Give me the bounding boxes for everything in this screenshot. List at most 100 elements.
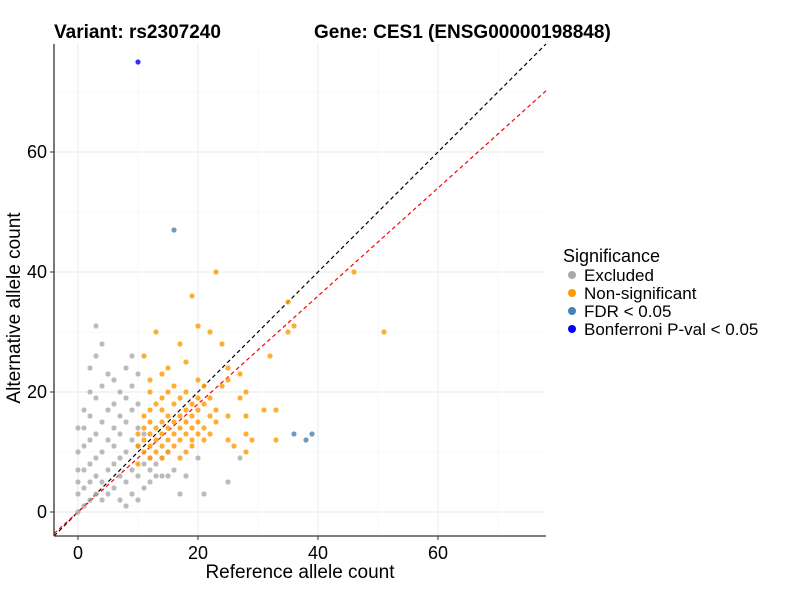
- data-point-non-significant: [207, 431, 213, 437]
- data-point-non-significant: [189, 425, 195, 431]
- data-point-excluded: [135, 401, 141, 407]
- data-point-excluded: [159, 473, 165, 479]
- data-point-non-significant: [159, 395, 165, 401]
- data-point-excluded: [117, 473, 123, 479]
- data-point-non-significant: [159, 431, 165, 437]
- data-point-non-significant: [381, 329, 387, 335]
- data-point-non-significant: [153, 449, 159, 455]
- data-point-excluded: [177, 491, 183, 497]
- data-point-excluded: [111, 443, 117, 449]
- chart-title-variant: Variant: rs2307240: [54, 22, 221, 43]
- data-point-non-significant: [195, 323, 201, 329]
- data-point-excluded: [99, 341, 105, 347]
- data-point-excluded: [81, 503, 87, 509]
- reference-line-identity: [53, 43, 547, 537]
- data-point-fdr-0-05: [303, 437, 309, 443]
- data-point-non-significant: [165, 425, 171, 431]
- data-point-excluded: [81, 467, 87, 473]
- data-point-non-significant: [177, 341, 183, 347]
- data-point-excluded: [75, 467, 81, 473]
- data-point-non-significant: [171, 401, 177, 407]
- data-point-non-significant: [183, 389, 189, 395]
- scatter-points: [75, 59, 387, 515]
- data-point-excluded: [117, 413, 123, 419]
- y-axis-title: Alternative allele count: [4, 212, 25, 404]
- data-point-excluded: [87, 437, 93, 443]
- data-point-non-significant: [177, 413, 183, 419]
- data-point-excluded: [171, 467, 177, 473]
- data-point-excluded: [129, 407, 135, 413]
- data-point-non-significant: [261, 407, 267, 413]
- y-tick-label: 20: [27, 382, 47, 402]
- y-tick-label: 60: [27, 142, 47, 162]
- data-point-non-significant: [177, 437, 183, 443]
- data-point-non-significant: [237, 371, 243, 377]
- legend-label-excluded: Excluded: [584, 266, 654, 285]
- data-point-non-significant: [147, 455, 153, 461]
- data-point-non-significant: [273, 437, 279, 443]
- data-point-excluded: [165, 473, 171, 479]
- data-point-excluded: [123, 395, 129, 401]
- data-point-non-significant: [153, 425, 159, 431]
- data-point-non-significant: [249, 437, 255, 443]
- data-point-excluded: [141, 461, 147, 467]
- data-point-non-significant: [147, 443, 153, 449]
- data-point-excluded: [141, 485, 147, 491]
- data-point-non-significant: [195, 377, 201, 383]
- y-tick-label: 0: [37, 502, 47, 522]
- data-point-excluded: [147, 479, 153, 485]
- data-point-non-significant: [213, 269, 219, 275]
- legend-swatch-bonferroni-p-val-0-05: [568, 325, 576, 333]
- legend-swatch-non-significant: [568, 289, 576, 297]
- data-point-excluded: [111, 485, 117, 491]
- data-point-excluded: [129, 437, 135, 443]
- data-point-non-significant: [225, 377, 231, 383]
- data-point-non-significant: [237, 395, 243, 401]
- data-point-non-significant: [189, 413, 195, 419]
- data-point-excluded: [135, 371, 141, 377]
- data-point-non-significant: [195, 431, 201, 437]
- data-point-non-significant: [213, 407, 219, 413]
- data-point-excluded: [123, 419, 129, 425]
- data-point-non-significant: [243, 389, 249, 395]
- data-point-excluded: [75, 449, 81, 455]
- data-point-non-significant: [171, 383, 177, 389]
- data-point-excluded: [105, 407, 111, 413]
- data-point-non-significant: [183, 407, 189, 413]
- data-point-non-significant: [153, 437, 159, 443]
- data-point-non-significant: [207, 395, 213, 401]
- data-point-excluded: [99, 449, 105, 455]
- data-point-excluded: [87, 413, 93, 419]
- data-point-non-significant: [201, 401, 207, 407]
- data-point-non-significant: [189, 443, 195, 449]
- data-point-fdr-0-05: [171, 227, 177, 233]
- data-point-excluded: [93, 323, 99, 329]
- data-point-non-significant: [195, 419, 201, 425]
- data-point-excluded: [81, 485, 87, 491]
- x-tick-label: 0: [73, 543, 83, 563]
- data-point-excluded: [147, 467, 153, 473]
- data-point-excluded: [81, 443, 87, 449]
- chart-title-gene: Gene: CES1 (ENSG00000198848): [314, 22, 611, 43]
- data-point-non-significant: [219, 341, 225, 347]
- data-point-excluded: [153, 461, 159, 467]
- data-point-excluded: [195, 455, 201, 461]
- data-point-excluded: [87, 365, 93, 371]
- data-point-excluded: [75, 509, 81, 515]
- data-point-excluded: [99, 383, 105, 389]
- data-point-non-significant: [141, 437, 147, 443]
- data-point-non-significant: [153, 329, 159, 335]
- data-point-non-significant: [171, 419, 177, 425]
- data-point-non-significant: [159, 443, 165, 449]
- data-point-excluded: [141, 431, 147, 437]
- data-point-excluded: [105, 491, 111, 497]
- data-point-non-significant: [147, 389, 153, 395]
- data-point-excluded: [99, 419, 105, 425]
- legend-label-bonferroni-p-val-0-05: Bonferroni P-val < 0.05: [584, 320, 758, 339]
- data-point-non-significant: [285, 299, 291, 305]
- data-point-non-significant: [225, 413, 231, 419]
- legend-title: Significance: [563, 246, 660, 266]
- data-point-excluded: [123, 503, 129, 509]
- data-point-non-significant: [135, 431, 141, 437]
- data-point-excluded: [87, 497, 93, 503]
